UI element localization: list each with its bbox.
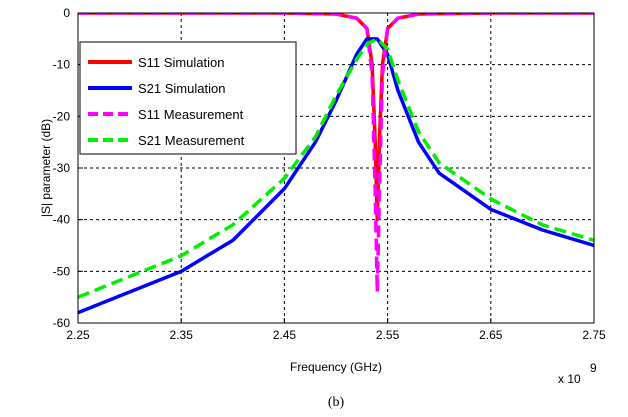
y-axis-label: |S| parameter (dB) [39, 119, 53, 217]
x-tick-label: 2.45 [273, 328, 297, 342]
y-tick-label: -10 [53, 58, 71, 72]
legend: S11 Simulation S21 Simulation S11 Measurem… [79, 41, 297, 155]
x-axis-label: Frequency (GHz) [290, 360, 382, 374]
y-tick-label: -40 [53, 213, 71, 227]
series-line-s21-measurement [78, 37, 594, 299]
figure-caption: (b) [328, 395, 345, 410]
x-tick-label: 2.35 [170, 328, 194, 342]
x-multiplier-exponent: 9 [590, 361, 597, 375]
legend-label: S21 Simulation [138, 81, 225, 96]
series-line-s21-simulation [78, 37, 594, 315]
x-multiplier-label: x 10 [558, 372, 581, 386]
y-tick-label: -60 [53, 316, 71, 330]
y-tick-label: -30 [53, 161, 71, 175]
x-tick-label: 2.75 [582, 328, 606, 342]
x-tick-label: 2.25 [66, 328, 90, 342]
legend-label: S11 Measurement [138, 107, 244, 122]
x-tick-label: 2.55 [376, 328, 400, 342]
y-tick-label: 0 [63, 6, 70, 20]
ticks: 2.25 2.35 2.45 2.55 2.65 2.75 0 -10 -20 -30 -40 -50… [53, 6, 606, 342]
y-tick-label: -20 [53, 109, 71, 123]
series-line-s11-measurement [78, 13, 594, 294]
y-tick-label: -50 [53, 264, 71, 278]
legend-label: S21 Measurement [138, 133, 245, 148]
legend-label: S11 Simulation [138, 55, 224, 70]
series-lines [78, 13, 594, 315]
x-tick-label: 2.65 [479, 328, 503, 342]
